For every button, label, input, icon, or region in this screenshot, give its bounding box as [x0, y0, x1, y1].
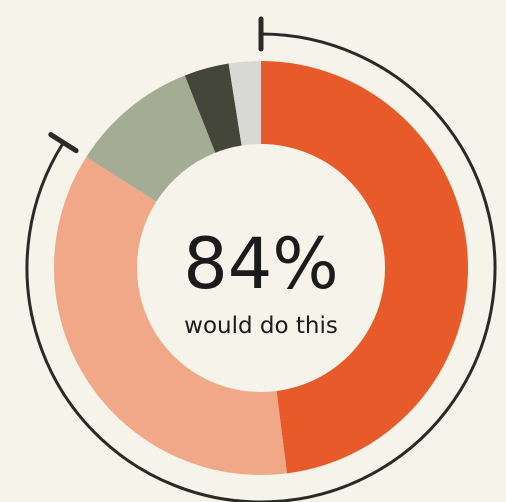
bracket-tick-end: [48, 132, 79, 154]
donut-slice-2: [53, 157, 287, 475]
bracket-arc: [25, 32, 497, 502]
center-caption: would do this: [184, 313, 338, 339]
donut-slice-5: [228, 61, 261, 146]
donut-slice-1: [261, 61, 469, 474]
highlight-bracket: [25, 16, 497, 502]
center-percentage: 84%: [183, 223, 339, 305]
donut-slice-4: [184, 63, 242, 153]
donut-slice-3: [86, 75, 216, 202]
donut-slices: [53, 61, 469, 475]
